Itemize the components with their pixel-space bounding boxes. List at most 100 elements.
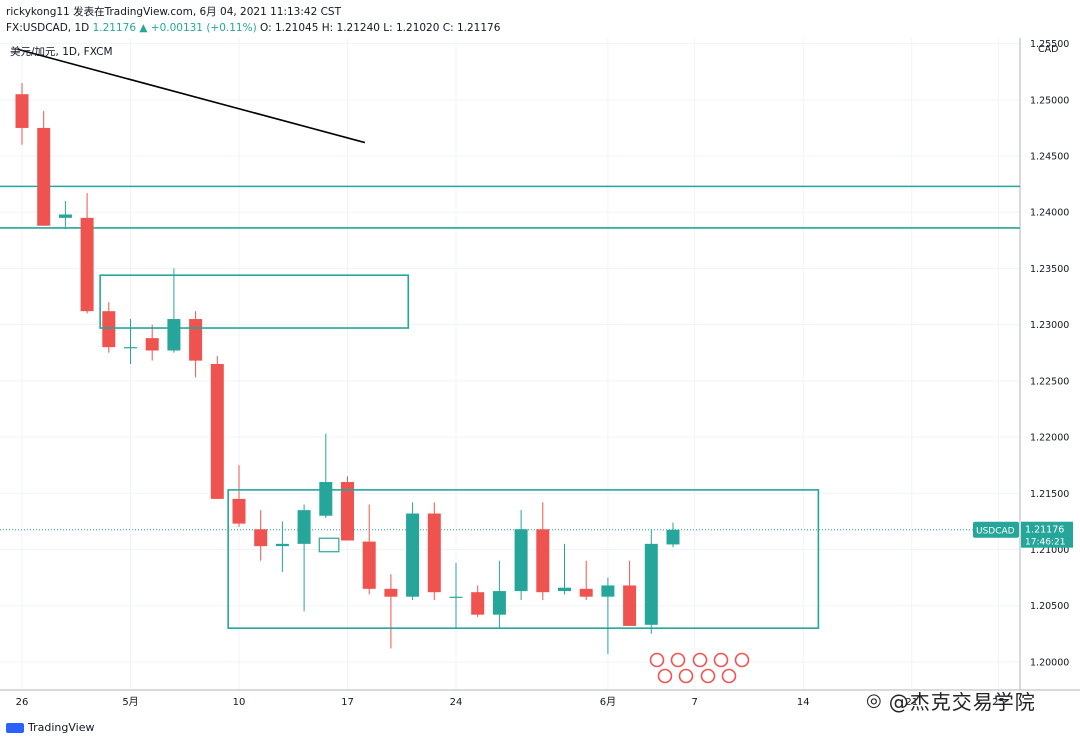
countdown-value: 17:46:21 [1025,538,1065,548]
candle [384,574,398,649]
candle [427,502,441,601]
candle [558,543,571,595]
candle-body [232,498,246,524]
range-box [99,274,410,329]
candle [341,476,354,541]
candle [579,560,593,601]
event-flag-icon [692,652,708,668]
candle [58,201,72,230]
candle-body [558,587,571,592]
candle-body [189,319,203,361]
x-tick-label: 10 [233,697,246,708]
event-flag-icon [721,668,737,684]
chart-header: rickykong11 发表在TradingView.com, 6月 04, 2… [6,4,500,36]
candle [189,311,203,378]
event-flag-icon [734,652,750,668]
candle [449,562,463,629]
x-tick-label: 17 [341,697,354,708]
last-price-value: 1.21176 [1025,525,1064,536]
x-tick-label: 5月 [122,696,138,708]
candle-body [167,319,181,351]
footer-brand[interactable]: TradingView [6,721,94,734]
candle [145,324,159,361]
event-flag-icon [678,668,694,684]
candle-body [666,529,680,545]
symbol-label: 美元/加元, 1D, FXCM [10,46,113,58]
candle [15,82,29,145]
candle [514,510,528,601]
brand-watermark-text: @杰克交易学院 [888,690,1036,714]
candle-body [623,585,637,626]
symbol-name: FX:USDCAD, 1D [6,22,90,34]
candle [210,356,224,499]
candle [232,465,246,527]
candle-body [319,482,333,516]
y-tick-label: 1.21000 [1030,545,1069,556]
candle [601,577,615,655]
symbol-price-tag-label: USDCAD [976,527,1015,537]
y-tick-label: 1.23000 [1030,320,1069,331]
event-flag-icon [657,668,673,684]
ohlc-text: O: 1.21045 H: 1.21240 L: 1.21020 C: 1.21… [260,22,501,34]
candle [492,560,506,629]
candle [124,319,137,364]
candle [406,502,420,601]
change-text: ▲ +0.00131 (+0.11%) [139,22,257,34]
candle-body [275,543,289,547]
currency-label: CAD [1038,44,1058,55]
last-price-tag [1021,521,1073,548]
y-tick-label: 1.24500 [1030,152,1069,163]
candle-body [37,127,51,226]
candle-body [341,482,354,541]
candle [536,502,550,601]
range-box [227,489,820,629]
candle-body [58,214,72,218]
candle [254,510,268,561]
candle-body [514,529,528,592]
candle-body [210,364,224,499]
candle-body [644,543,658,625]
weibo-icon: ◎ [866,690,883,711]
candle-body [145,338,159,351]
candle-body [254,529,268,547]
x-tick-label: 25 [992,697,1005,708]
candle-body [536,529,550,593]
x-tick-label: 21 [905,697,918,708]
y-tick-label: 1.20500 [1030,601,1069,612]
y-tick-label: 1.21500 [1030,489,1069,500]
y-tick-label: 1.23500 [1030,264,1069,275]
event-flag-icon [713,652,729,668]
candle [362,504,376,595]
candle-body [80,217,94,312]
last-price-text: 1.21176 [92,22,137,34]
x-tick-label: 26 [16,697,29,708]
candle [37,111,51,226]
candle-body [579,588,593,597]
y-tick-label: 1.25000 [1030,95,1069,106]
event-flag-icon [700,668,716,684]
candle [80,193,94,314]
y-tick-label: 1.22500 [1030,376,1069,387]
candle-body [102,311,116,348]
candle [623,560,637,626]
y-tick-label: 1.22000 [1030,433,1069,444]
footer-brand-text: TradingView [28,721,95,734]
candle-body [384,588,398,597]
candle [644,529,658,634]
x-tick-label: 6月 [600,696,616,708]
candle-body [362,541,376,589]
tradingview-logo-icon [6,722,24,733]
candle [666,522,680,548]
candle-body [449,596,463,598]
publish-info: rickykong11 发表在TradingView.com, 6月 04, 2… [6,6,342,18]
x-tick-label: 7 [692,697,698,708]
x-tick-label: 24 [450,697,463,708]
event-flag-icon [649,652,665,668]
candle [167,268,181,353]
trendline [17,48,366,144]
y-tick-label: 1.24000 [1030,208,1069,219]
event-flag-icon [670,652,686,668]
candle [471,585,485,617]
y-tick-label: 1.20000 [1030,657,1069,668]
